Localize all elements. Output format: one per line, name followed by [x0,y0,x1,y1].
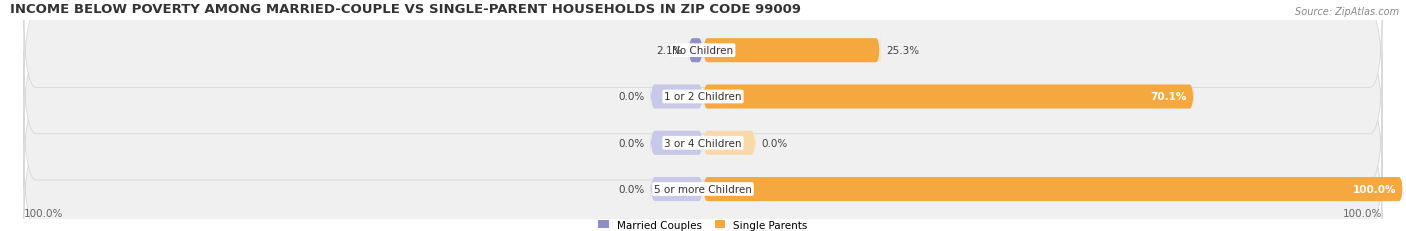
FancyBboxPatch shape [689,35,703,67]
Text: 100.0%: 100.0% [1343,208,1382,218]
Text: 0.0%: 0.0% [619,92,645,102]
Text: 0.0%: 0.0% [619,184,645,194]
FancyBboxPatch shape [651,173,703,205]
Text: 100.0%: 100.0% [1353,184,1396,194]
FancyBboxPatch shape [24,5,1382,97]
Text: 70.1%: 70.1% [1150,92,1187,102]
Text: 0.0%: 0.0% [761,138,787,148]
FancyBboxPatch shape [703,173,1403,205]
FancyBboxPatch shape [703,35,880,67]
FancyBboxPatch shape [24,51,1382,143]
Text: 2.1%: 2.1% [657,46,683,56]
Text: Source: ZipAtlas.com: Source: ZipAtlas.com [1295,7,1399,17]
FancyBboxPatch shape [651,81,703,113]
Text: 0.0%: 0.0% [619,138,645,148]
Text: 25.3%: 25.3% [886,46,920,56]
FancyBboxPatch shape [24,97,1382,189]
Text: 100.0%: 100.0% [24,208,63,218]
FancyBboxPatch shape [703,81,1194,113]
FancyBboxPatch shape [24,143,1382,231]
Text: INCOME BELOW POVERTY AMONG MARRIED-COUPLE VS SINGLE-PARENT HOUSEHOLDS IN ZIP COD: INCOME BELOW POVERTY AMONG MARRIED-COUPL… [10,3,801,16]
Text: No Children: No Children [672,46,734,56]
Text: 1 or 2 Children: 1 or 2 Children [664,92,742,102]
Legend: Married Couples, Single Parents: Married Couples, Single Parents [599,220,807,230]
FancyBboxPatch shape [703,128,755,159]
Text: 5 or more Children: 5 or more Children [654,184,752,194]
FancyBboxPatch shape [651,128,703,159]
Text: 3 or 4 Children: 3 or 4 Children [664,138,742,148]
